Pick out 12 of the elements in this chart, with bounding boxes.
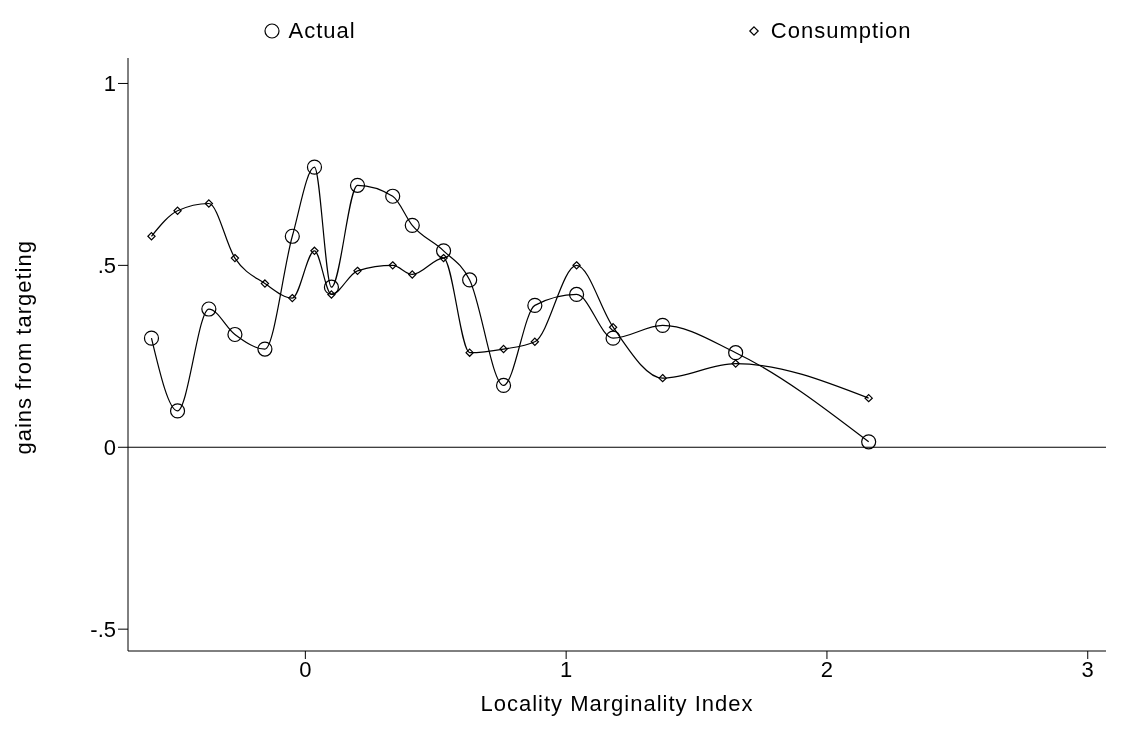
x-tick-label: 1	[560, 656, 573, 682]
y-tick-label: 1	[103, 71, 116, 97]
x-tick-label: 3	[1081, 656, 1094, 682]
legend-label: Consumption	[770, 18, 912, 44]
y-axis-title: gains from targeting	[10, 240, 36, 455]
legend-label: Actual	[288, 18, 356, 44]
y-tick-label: -.5	[90, 616, 116, 642]
y-tick-label: .5	[97, 253, 116, 279]
x-tick-label: 2	[820, 656, 834, 682]
x-axis-title: Locality Marginality Index	[480, 691, 754, 716]
x-tick-label: 0	[299, 656, 312, 682]
y-tick-label: 0	[103, 435, 116, 461]
